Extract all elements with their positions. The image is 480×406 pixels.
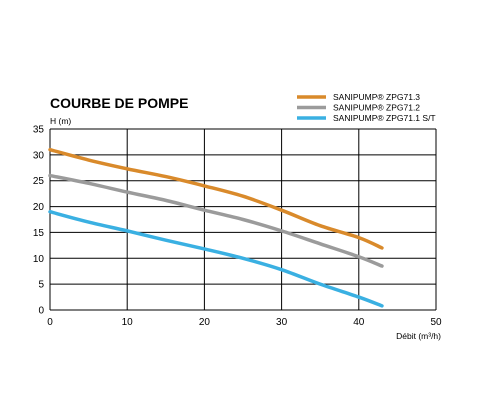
y-tick-label-7: 35 xyxy=(33,125,45,136)
x-tick-label-3: 30 xyxy=(276,317,288,328)
y-tick-label-2: 10 xyxy=(33,254,45,265)
x-tick-label-1: 10 xyxy=(122,317,134,328)
y-tick-label-6: 30 xyxy=(33,150,45,161)
legend-label-2: SANIPUMP® ZPG71.1 S/T xyxy=(333,113,436,123)
x-tick-label-4: 40 xyxy=(353,317,365,328)
series-lines xyxy=(48,147,384,308)
y-tick-label-3: 15 xyxy=(33,228,45,239)
x-tick-label-5: 50 xyxy=(430,317,442,328)
chart-title: COURBE DE POMPE xyxy=(50,95,188,111)
legend-label-0: SANIPUMP® ZPG71.3 xyxy=(333,92,420,102)
legend-label-1: SANIPUMP® ZPG71.2 xyxy=(333,103,420,113)
y-tick-label-1: 5 xyxy=(38,280,44,291)
tick-labels: 0 5 10 15 20 25 30 35 0 10 20 30 40 50 xyxy=(33,125,442,329)
x-axis-label: Débit (m³/h) xyxy=(396,331,441,341)
y-axis-label: H (m) xyxy=(50,116,71,126)
series-line-2 xyxy=(48,209,384,308)
series-line-1 xyxy=(48,173,384,268)
y-tick-label-4: 20 xyxy=(33,202,45,213)
series-line-0 xyxy=(48,147,384,250)
y-tick-label-5: 25 xyxy=(33,176,45,187)
y-tick-label-0: 0 xyxy=(38,306,44,317)
grid xyxy=(49,128,437,311)
x-tick-label-2: 20 xyxy=(199,317,211,328)
x-tick-label-0: 0 xyxy=(47,317,53,328)
